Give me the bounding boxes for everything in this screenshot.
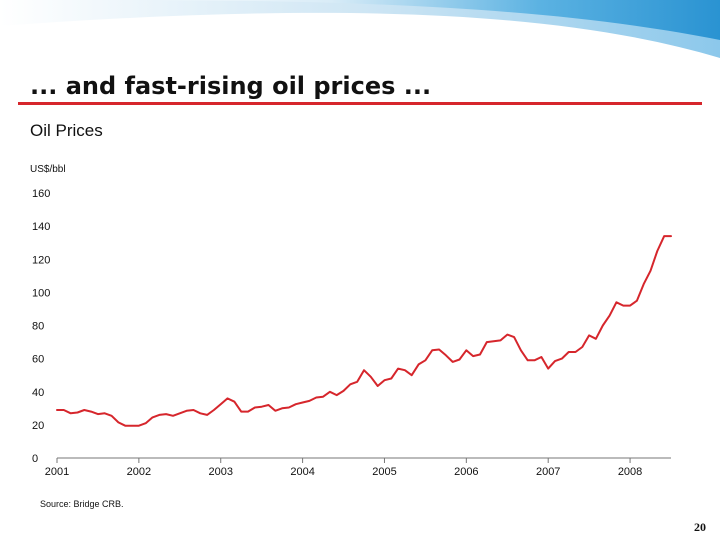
chart-title: Oil Prices — [30, 121, 103, 140]
x-tick-label: 2006 — [454, 466, 478, 478]
x-tick-label: 2007 — [536, 466, 560, 478]
y-tick-label: 0 — [32, 453, 38, 465]
y-tick-label: 100 — [32, 287, 50, 299]
y-tick-label: 80 — [32, 321, 44, 333]
y-tick-label: 160 — [32, 188, 50, 200]
x-tick-label: 2002 — [127, 466, 151, 478]
y-axis-label: US$/bbl — [30, 164, 66, 175]
y-tick-label: 60 — [32, 354, 44, 366]
y-tick-label: 140 — [32, 221, 50, 233]
x-tick-label: 2005 — [372, 466, 396, 478]
x-tick-label: 2003 — [208, 466, 232, 478]
page-number: 20 — [694, 520, 706, 534]
y-tick-label: 120 — [32, 254, 50, 266]
x-tick-label: 2008 — [618, 466, 642, 478]
source-note: Source: Bridge CRB. — [40, 499, 124, 509]
slide-title: ... and fast-rising oil prices ... — [30, 72, 432, 100]
x-tick-label: 2004 — [290, 466, 314, 478]
header-swoosh — [0, 0, 720, 58]
x-tick-label: 2001 — [45, 466, 69, 478]
title-rule — [18, 102, 702, 105]
x-tick-labels: 2001 2002 2003 2004 2005 2006 2007 2008 — [45, 458, 642, 478]
y-tick-labels: 0 20 40 60 80 100 120 140 160 — [32, 188, 50, 465]
y-tick-label: 40 — [32, 387, 44, 399]
y-tick-label: 20 — [32, 420, 44, 432]
oil-price-line — [56, 235, 672, 427]
